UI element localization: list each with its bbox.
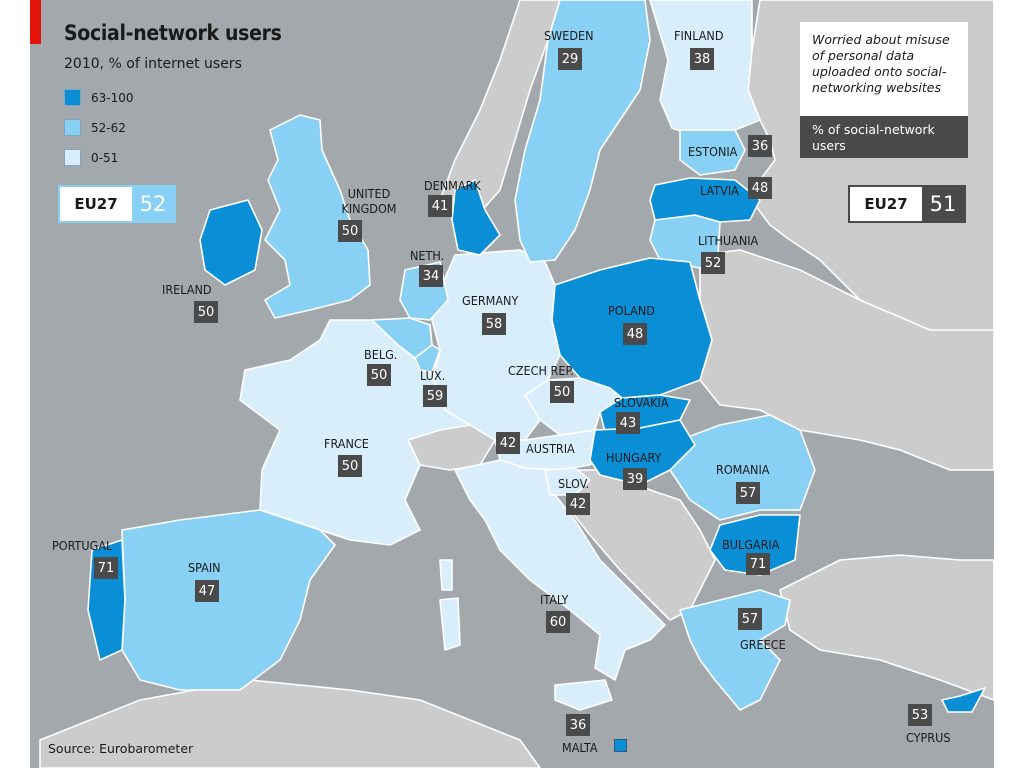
uk-shape [264,114,371,319]
label-slovakia: SLOVAKIA [614,395,669,410]
eu27-value-left: 52 [132,187,174,221]
value-sweden: 29 [558,48,582,70]
label-netherlands: NETH. [410,248,445,263]
label-france: FRANCE [324,436,369,451]
label-uk-line1: UNITED [347,186,391,201]
label-poland: POLAND [608,303,655,318]
value-greece: 57 [738,608,762,630]
label-portugal: PORTUGAL [52,538,113,553]
label-sweden: SWEDEN [544,28,594,43]
value-slovakia: 43 [616,412,640,434]
malta-marker [614,739,627,752]
value-romania: 57 [736,482,760,504]
value-slovenia: 42 [566,493,590,515]
value-spain: 47 [195,580,219,602]
eu27-label-left: EU27 [60,187,132,221]
label-estonia: ESTONIA [688,144,738,159]
label-lithuania: LITHUANIA [698,233,759,248]
value-poland: 48 [623,323,647,345]
legend-label-high: 63-100 [91,90,134,105]
sicily-shape [554,679,613,711]
label-latvia: LATVIA [700,183,739,198]
value-germany: 58 [482,313,506,335]
corsica-shape [439,559,453,591]
annotation-box: Worried about misuse of personal data up… [800,22,968,158]
label-denmark: DENMARK [424,178,481,193]
label-finland: FINLAND [674,28,724,43]
legend-swatch-mid [64,119,81,136]
estonia-shape [679,129,746,176]
label-uk: UNITED KINGDOM [336,186,402,216]
legend-swatch-low [64,149,81,166]
value-italy: 60 [546,611,570,633]
value-austria: 42 [496,432,520,454]
label-luxembourg: LUX. [420,368,446,383]
label-spain: SPAIN [188,560,221,575]
greece-shape [679,589,791,711]
header-accent-bar [30,0,41,44]
eu27-worried-box: EU27 51 [848,185,966,223]
value-france: 50 [338,455,362,477]
value-bulgaria: 71 [746,553,770,575]
label-hungary: HUNGARY [606,450,662,465]
hungary-shape [589,419,696,486]
label-cyprus: CYPRUS [906,730,951,745]
label-bulgaria: BULGARIA [722,537,780,552]
value-belgium: 50 [367,364,391,386]
value-latvia: 48 [748,177,772,199]
annotation-question: Worried about misuse of personal data up… [800,22,968,116]
sardinia-shape [439,597,461,651]
label-ireland: IRELAND [162,282,212,297]
legend-item-low: 0-51 [64,149,118,166]
value-netherlands: 34 [419,265,443,287]
source-note: Source: Eurobarometer [48,741,194,756]
eu27-label-right: EU27 [850,187,922,221]
value-malta: 36 [566,714,590,736]
sweden-shape [514,0,651,263]
value-czech: 50 [550,381,574,403]
legend-item-mid: 52-62 [64,119,126,136]
chart-subtitle: 2010, % of internet users [64,56,242,72]
value-finland: 38 [690,48,714,70]
label-romania: ROMANIA [716,462,770,477]
label-slovenia: SLOV. [558,476,590,491]
value-luxembourg: 59 [423,385,447,407]
balkans-region [569,469,716,621]
eu27-social-users-box: EU27 52 [58,185,176,223]
label-malta: MALTA [562,740,598,755]
value-estonia: 36 [748,135,772,157]
cyprus-shape [941,687,986,713]
value-denmark: 41 [428,195,452,217]
annotation-measure: % of social-network users [800,116,968,158]
latvia-shape [649,177,761,223]
value-lithuania: 52 [701,252,725,274]
label-italy: ITALY [540,592,569,607]
value-cyprus: 53 [908,704,932,726]
label-germany: GERMANY [462,293,519,308]
ireland-shape [199,199,263,286]
denmark-shape [451,179,501,256]
label-uk-line2: KINGDOM [341,201,397,216]
label-austria: AUSTRIA [526,441,575,456]
slovenia-shape [544,467,591,496]
eu27-value-right: 51 [922,187,964,221]
legend-item-high: 63-100 [64,89,134,106]
value-portugal: 71 [94,557,118,579]
value-uk: 50 [338,220,362,242]
value-ireland: 50 [194,301,218,323]
chart-title: Social-network users [64,21,282,45]
turkey-region [779,554,995,701]
luxembourg-shape [414,344,441,373]
romania-shape [669,414,816,521]
legend-label-low: 0-51 [91,150,119,165]
value-hungary: 39 [623,468,647,490]
legend-swatch-high [64,89,81,106]
bulgaria-shape [709,514,801,576]
legend-label-mid: 52-62 [91,120,126,135]
label-greece: GREECE [740,637,786,652]
label-czech: CZECH REP. [508,363,574,378]
spain-shape [121,509,336,691]
label-belgium: BELG. [364,347,398,362]
